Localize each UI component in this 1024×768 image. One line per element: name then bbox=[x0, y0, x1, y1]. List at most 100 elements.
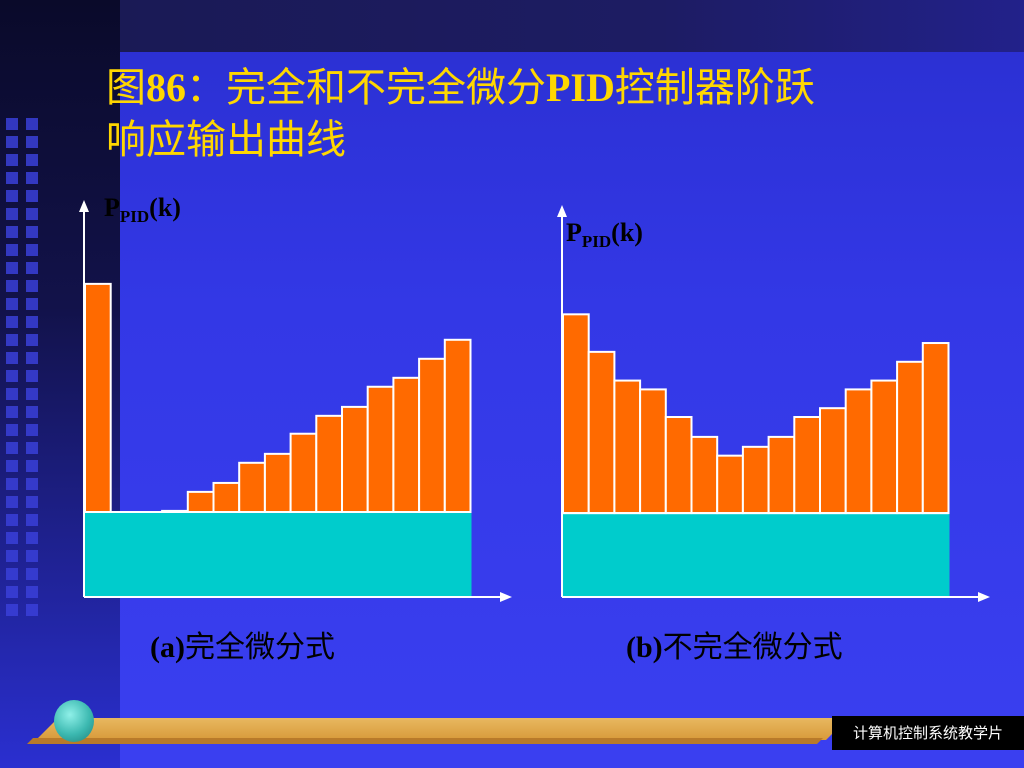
decor-square bbox=[6, 298, 18, 310]
title-part-2: 控制器阶跃 bbox=[614, 65, 815, 111]
top-decor-band bbox=[120, 0, 1024, 52]
chart-1-bar bbox=[819, 407, 847, 515]
decor-square bbox=[26, 496, 38, 508]
chart-0-ylabel: PPID(k) bbox=[104, 193, 181, 226]
decor-square bbox=[26, 226, 38, 238]
chart-1-ylabel: PPID(k) bbox=[566, 218, 643, 251]
decor-square bbox=[6, 352, 18, 364]
decor-square bbox=[26, 370, 38, 382]
chart-1-x-arrow bbox=[978, 592, 990, 602]
chart-0-bar bbox=[443, 338, 472, 514]
chart-0-bar bbox=[418, 357, 446, 514]
decor-square bbox=[6, 496, 18, 508]
left-decor-squares bbox=[6, 118, 46, 638]
decor-square bbox=[26, 604, 38, 616]
decor-square bbox=[6, 514, 18, 526]
decor-square bbox=[6, 208, 18, 220]
caption-a-tag: (a) bbox=[150, 631, 185, 664]
decor-square bbox=[6, 334, 18, 346]
decor-square bbox=[26, 154, 38, 166]
decor-square bbox=[6, 280, 18, 292]
decor-square bbox=[26, 280, 38, 292]
decor-square bbox=[26, 550, 38, 562]
chart-0-x-arrow bbox=[500, 592, 512, 602]
decor-square bbox=[6, 370, 18, 382]
decor-square bbox=[6, 226, 18, 238]
decor-square bbox=[6, 190, 18, 202]
chart-0-bar bbox=[263, 452, 292, 514]
decor-square bbox=[6, 586, 18, 598]
decor-square bbox=[26, 262, 38, 274]
decor-square bbox=[26, 316, 38, 328]
decor-square bbox=[26, 442, 38, 454]
chart-1-bar bbox=[767, 435, 796, 515]
decor-square bbox=[6, 478, 18, 490]
title-part-1: ：完全和不完全微分 bbox=[186, 65, 546, 111]
chart-1-bar bbox=[793, 416, 821, 515]
chart-0-base-block bbox=[85, 512, 472, 597]
chart-0-bar bbox=[315, 414, 343, 514]
decor-square bbox=[26, 388, 38, 400]
footer-cylinder-icon bbox=[54, 700, 94, 742]
chart-1-bar bbox=[639, 388, 667, 515]
chart-0-bar bbox=[84, 282, 112, 514]
decor-square bbox=[6, 532, 18, 544]
caption-b: (b)不完全微分式 bbox=[626, 622, 843, 666]
caption-a-text: 完全微分式 bbox=[184, 630, 335, 665]
decor-square bbox=[6, 172, 18, 184]
chart-0-bar bbox=[186, 490, 215, 514]
decor-square bbox=[26, 334, 38, 346]
decor-square bbox=[26, 190, 38, 202]
decor-square bbox=[26, 298, 38, 310]
decor-square bbox=[6, 118, 18, 130]
decor-square bbox=[6, 604, 18, 616]
caption-a: (a)完全微分式 bbox=[150, 622, 335, 666]
slide-title: 图86：完全和不完全微分PID控制器阶跃 响应输出曲线 bbox=[106, 62, 926, 166]
chart-1-bar bbox=[741, 445, 770, 515]
chart-1-base-block bbox=[563, 513, 950, 597]
chart-1-bar bbox=[844, 388, 873, 515]
decor-square bbox=[6, 442, 18, 454]
chart-1-bar bbox=[587, 350, 616, 515]
footer-bar-edge bbox=[27, 738, 823, 744]
decor-square bbox=[26, 586, 38, 598]
decor-square bbox=[26, 406, 38, 418]
decor-square bbox=[26, 172, 38, 184]
decor-square bbox=[26, 514, 38, 526]
decor-square bbox=[26, 532, 38, 544]
decor-square bbox=[6, 550, 18, 562]
decor-square bbox=[6, 316, 18, 328]
decor-square bbox=[6, 388, 18, 400]
decor-square bbox=[26, 208, 38, 220]
decor-square bbox=[6, 154, 18, 166]
chart-1-bar bbox=[690, 435, 719, 515]
title-pid: PID bbox=[546, 65, 615, 110]
title-line-2: 响应输出曲线 bbox=[106, 117, 346, 163]
chart-1-bar bbox=[613, 379, 642, 515]
footer-label: 计算机控制系统教学片 bbox=[832, 716, 1024, 750]
decor-square bbox=[26, 136, 38, 148]
chart-1-bar bbox=[664, 416, 693, 515]
decor-square bbox=[26, 352, 38, 364]
chart-1-bar bbox=[921, 342, 950, 515]
decor-square bbox=[6, 568, 18, 580]
decor-square bbox=[26, 478, 38, 490]
chart-0-y-arrow bbox=[79, 200, 89, 212]
chart-0-bar bbox=[392, 376, 421, 514]
decor-square bbox=[26, 244, 38, 256]
decor-square bbox=[26, 424, 38, 436]
caption-b-tag: (b) bbox=[626, 631, 663, 664]
chart-1-bar bbox=[896, 360, 924, 515]
title-prefix: 图 bbox=[106, 65, 146, 111]
decor-square bbox=[26, 568, 38, 580]
chart-0-bar bbox=[341, 405, 369, 514]
chart-0-bar bbox=[289, 432, 318, 514]
chart-1-bar bbox=[716, 454, 744, 515]
decor-square bbox=[26, 118, 38, 130]
decor-square bbox=[6, 136, 18, 148]
decor-square bbox=[26, 460, 38, 472]
decor-square bbox=[6, 424, 18, 436]
chart-1-bar bbox=[562, 313, 590, 515]
chart-0-bar bbox=[366, 385, 395, 514]
